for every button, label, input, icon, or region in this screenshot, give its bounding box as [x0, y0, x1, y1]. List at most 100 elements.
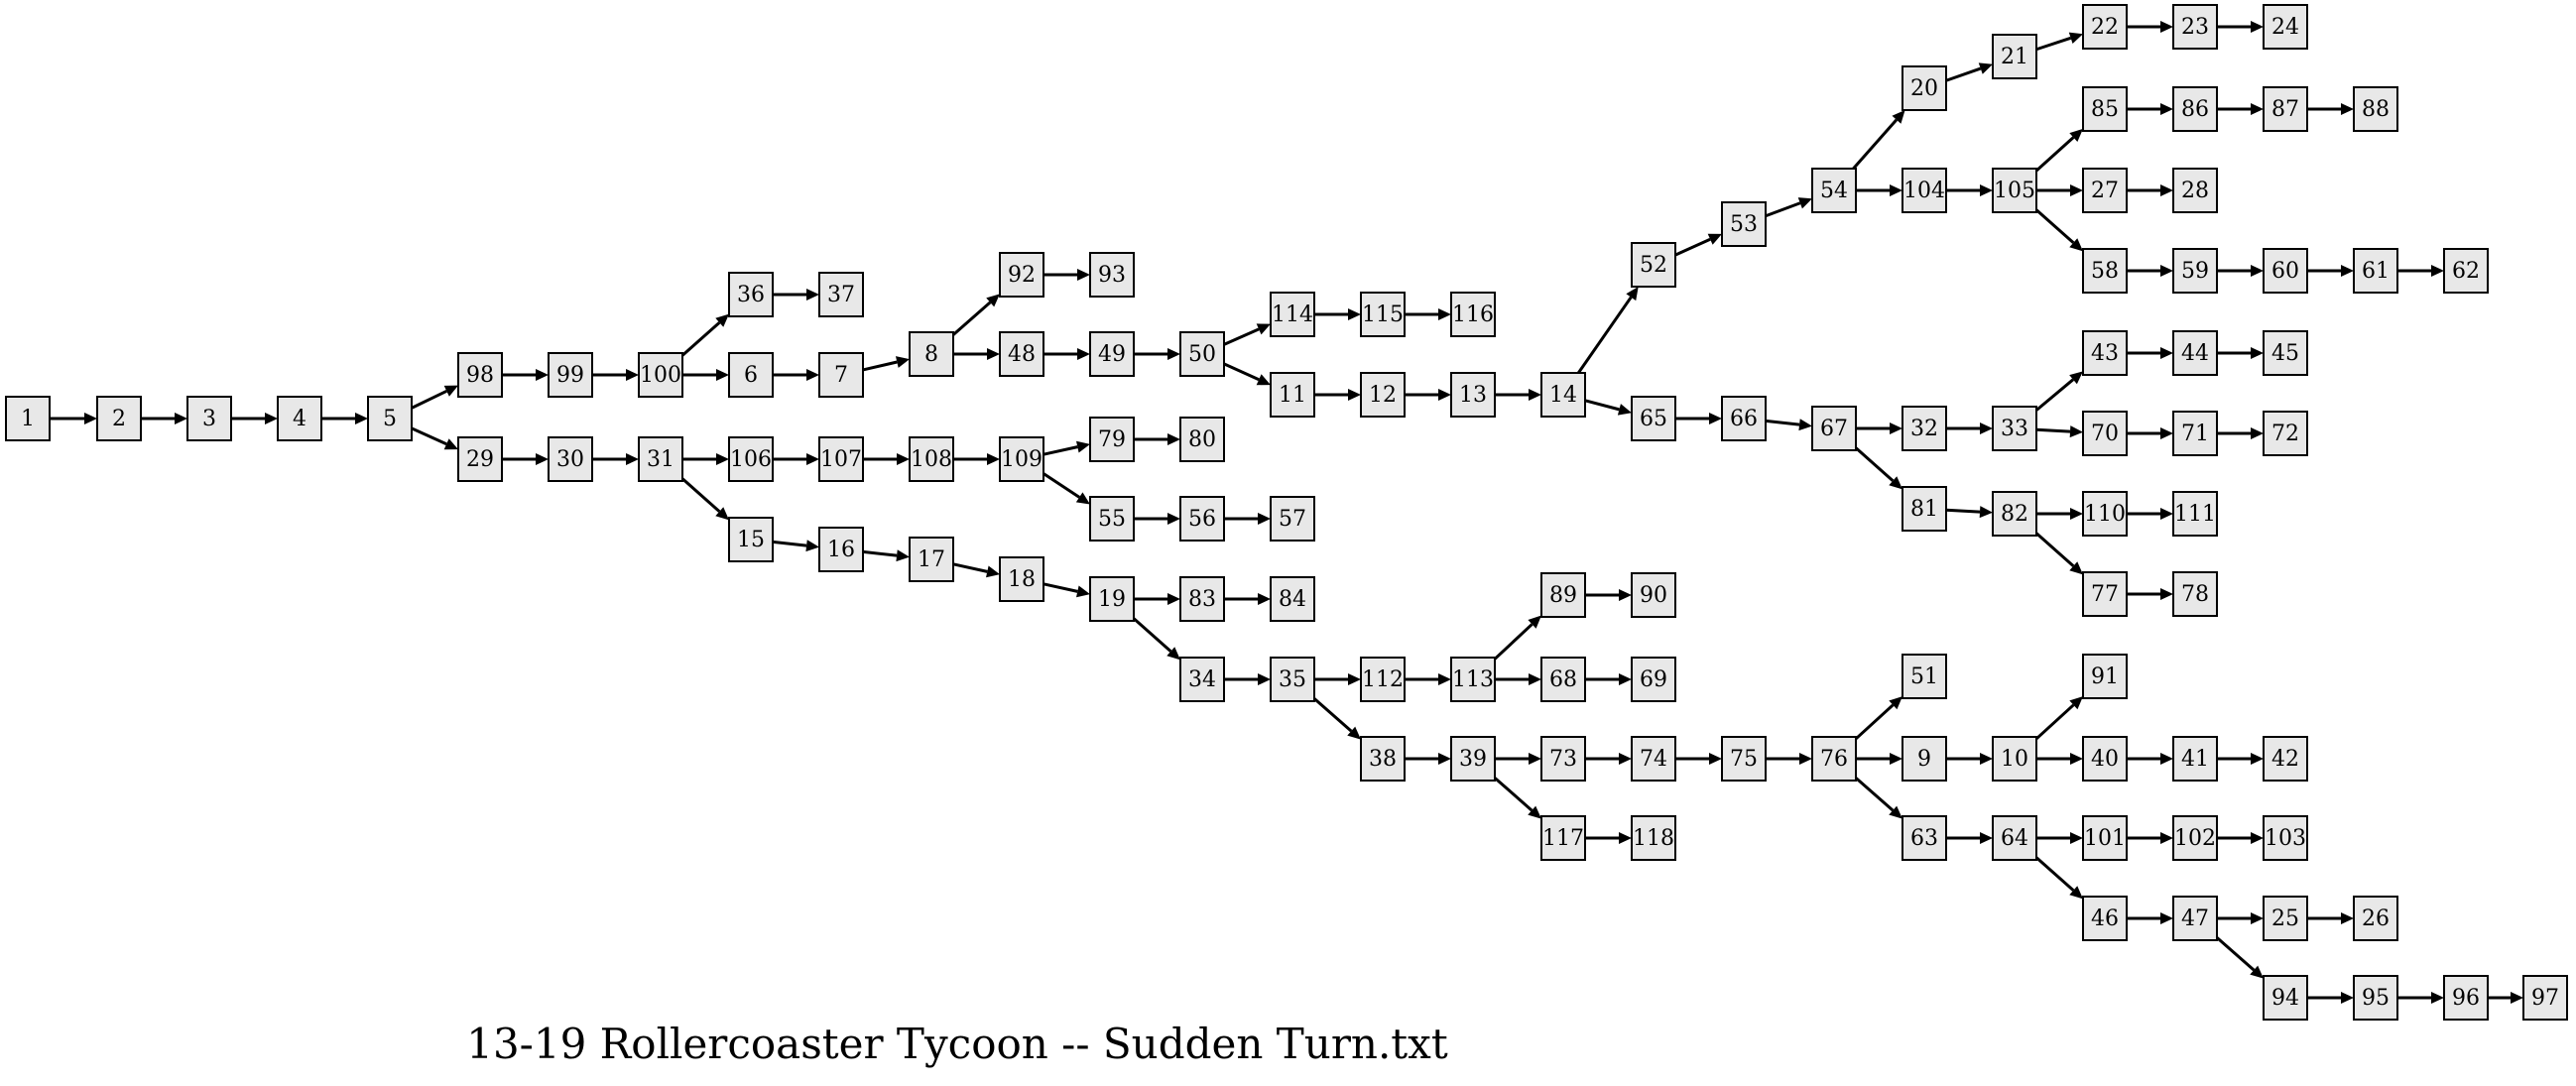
edge-line [2035, 427, 2071, 433]
node-box [999, 556, 1044, 602]
node-label: 3 [202, 407, 216, 431]
node-label: 108 [911, 447, 952, 472]
node-label: 28 [2181, 179, 2209, 203]
node-90: 90 [1631, 572, 1676, 618]
node-63: 63 [1901, 815, 1947, 861]
node-box [2353, 86, 2398, 132]
arrowhead [806, 453, 819, 465]
node-box [999, 331, 1044, 377]
node-label: 27 [2091, 179, 2119, 203]
node-box [818, 527, 864, 572]
node-box [1270, 657, 1315, 702]
arrowhead [1256, 374, 1271, 386]
node-53: 53 [1721, 201, 1767, 247]
arrowhead [536, 369, 549, 381]
edge-87-88 [2307, 103, 2354, 115]
node-box [1721, 201, 1767, 247]
arrowhead [986, 565, 1000, 578]
node-44: 44 [2172, 330, 2218, 376]
arrowhead [1258, 593, 1271, 605]
node-83: 83 [1179, 576, 1225, 622]
node-box [2263, 896, 2308, 941]
arrowhead [1166, 647, 1180, 661]
edge-line [1765, 419, 1800, 426]
node-box [2443, 975, 2489, 1021]
edge-10-40 [2036, 753, 2083, 765]
node-label: 56 [1188, 507, 1216, 532]
node-label: 55 [1098, 507, 1126, 532]
node-box [1360, 372, 1406, 418]
node-86: 86 [2172, 86, 2218, 132]
node-label: 79 [1098, 427, 1126, 452]
arrowhead [1798, 419, 1812, 431]
node-label: 81 [1910, 497, 1938, 522]
edge-50-114 [1223, 323, 1271, 346]
arrowhead [1889, 805, 1902, 819]
node-label: 8 [924, 342, 938, 367]
node-15: 15 [728, 517, 774, 562]
node-box [728, 517, 774, 562]
node-64: 64 [1992, 815, 2037, 861]
arrowhead [1167, 433, 1180, 445]
arrowhead [355, 413, 368, 424]
node-box [2082, 330, 2128, 376]
node-label: 29 [466, 447, 494, 472]
node-box [2082, 815, 2128, 861]
arrowhead [1799, 753, 1812, 765]
edge-29-30 [502, 453, 549, 465]
arrowhead [1709, 753, 1722, 765]
node-62: 62 [2443, 248, 2489, 294]
node-box [638, 352, 683, 398]
node-box [2172, 411, 2218, 456]
node-75: 75 [1721, 736, 1767, 782]
edge-95-96 [2397, 992, 2444, 1004]
edge-22-23 [2127, 21, 2173, 33]
edge-40-41 [2127, 753, 2173, 765]
node-103: 103 [2263, 815, 2308, 861]
edge-line [2035, 378, 2074, 412]
node-label: 20 [1910, 76, 1938, 101]
edge-line [1765, 201, 1801, 218]
node-label: 75 [1730, 747, 1758, 772]
node-label: 96 [2452, 986, 2480, 1011]
node-box [1631, 736, 1676, 782]
node-label: 61 [2362, 259, 2390, 284]
node-42: 42 [2263, 736, 2308, 782]
edge-101-102 [2127, 832, 2173, 844]
node-label: 58 [2091, 259, 2119, 284]
node-71: 71 [2172, 411, 2218, 456]
edge-35-38 [1313, 697, 1361, 740]
arrowhead [265, 413, 278, 424]
node-box [909, 331, 954, 377]
node-box [2172, 168, 2218, 213]
edge-21-22 [2035, 32, 2083, 52]
node-box [1540, 657, 1586, 702]
edge-64-101 [2036, 832, 2083, 844]
node-114: 114 [1270, 292, 1315, 337]
edge-108-109 [953, 453, 1000, 465]
arrowhead [1348, 673, 1361, 685]
node-box [818, 352, 864, 398]
node-box [909, 537, 954, 582]
arrowhead [1707, 233, 1722, 245]
edge-100-6 [682, 369, 729, 381]
node-label: 64 [2001, 826, 2028, 851]
node-label: 7 [834, 363, 848, 388]
node-box [2263, 330, 2308, 376]
node-69: 69 [1631, 657, 1676, 702]
node-52: 52 [1631, 242, 1676, 288]
edge-27-28 [2127, 184, 2173, 196]
node-box [1450, 657, 1496, 702]
node-label: 88 [2362, 97, 2390, 122]
edge-1-2 [50, 413, 97, 424]
edge-54-104 [1856, 184, 1902, 196]
edge-92-93 [1043, 269, 1090, 281]
edge-109-79 [1043, 440, 1090, 456]
node-box [1540, 572, 1586, 618]
node-label: 65 [1640, 407, 1667, 431]
edge-46-47 [2127, 912, 2173, 924]
edge-15-16 [772, 540, 819, 552]
edge-61-62 [2397, 265, 2444, 277]
node-label: 31 [647, 447, 675, 472]
